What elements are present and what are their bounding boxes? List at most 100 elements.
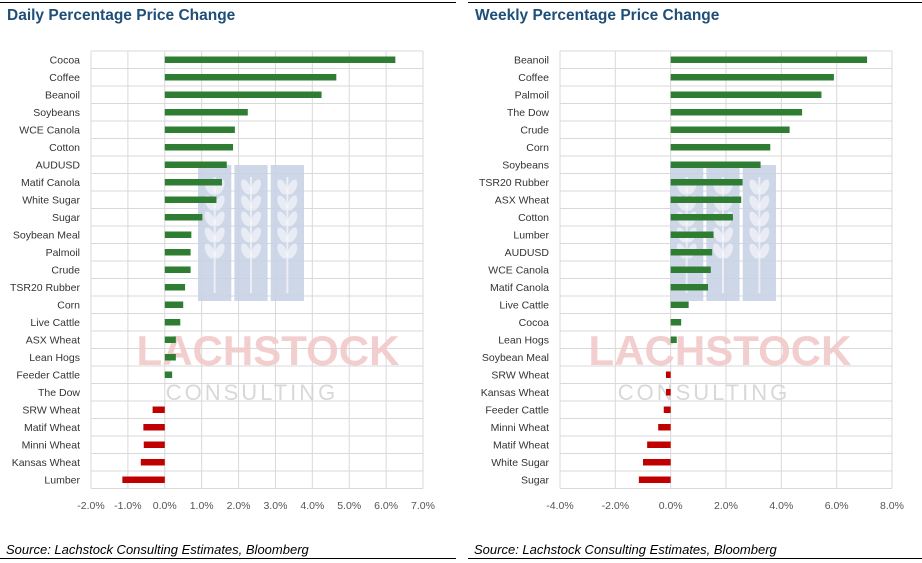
category-label: Feeder Cattle — [16, 370, 80, 382]
weekly-chart-panel: Weekly Percentage Price Change LACHSTOCK… — [468, 0, 922, 563]
bar-tsr20-rubber — [164, 284, 186, 291]
category-label: Sugar — [521, 475, 550, 487]
wheat-grain — [241, 227, 251, 243]
wheat-grain — [251, 227, 261, 243]
bar-lean-hogs — [164, 354, 176, 361]
category-label: Corn — [526, 142, 549, 154]
bar-feeder-cattle — [164, 371, 173, 378]
lachstock-watermark-logo: LACHSTOCK CONSULTING — [137, 165, 400, 405]
wheat-grain — [241, 211, 251, 227]
x-tick-label: 5.0% — [337, 500, 361, 512]
wheat-grain — [251, 211, 261, 227]
wheat-grain — [759, 227, 770, 243]
bar-matif-wheat — [143, 424, 165, 431]
bar-sugar — [638, 476, 671, 483]
wheat-grain — [251, 179, 261, 195]
category-label: TSR20 Rubber — [479, 177, 550, 189]
x-tick-label: 7.0% — [411, 500, 435, 512]
category-label: Lumber — [44, 475, 80, 487]
wheat-grain — [277, 243, 288, 259]
watermark-subtitle: CONSULTING — [618, 380, 791, 405]
wheat-grain — [214, 227, 225, 243]
bar-lean-hogs — [670, 336, 677, 343]
category-label: SRW Wheat — [491, 370, 549, 382]
x-tick-label: 6.0% — [374, 500, 398, 512]
bar-tsr20-rubber — [670, 179, 743, 186]
category-label: Lean Hogs — [498, 335, 549, 347]
x-tick-label: 2.0% — [714, 500, 738, 512]
source-note: Source: Lachstock Consulting Estimates, … — [474, 542, 777, 557]
weekly-bar-chart: LACHSTOCK CONSULTING Beanoil Coffee Palmoil T… — [479, 50, 904, 512]
category-label: Palmoil — [46, 247, 80, 259]
category-label: Minni Wheat — [22, 440, 80, 452]
wheat-grain — [241, 179, 251, 195]
x-tick-label: 6.0% — [825, 500, 849, 512]
bar-cocoa — [164, 56, 396, 63]
bar-wce-canola — [670, 266, 711, 273]
category-label: Live Cattle — [30, 317, 80, 329]
bottom-rule — [468, 558, 922, 559]
category-label: Matif Wheat — [24, 422, 80, 434]
x-tick-label: -2.0% — [602, 500, 629, 512]
category-label: Soybeans — [502, 160, 549, 172]
wheat-grain — [759, 179, 770, 195]
category-label: Soybean Meal — [482, 352, 549, 364]
wheat-grain — [723, 243, 733, 259]
wheat-grain — [287, 243, 298, 259]
category-label: Beanoil — [45, 90, 80, 102]
category-label: The Dow — [38, 387, 80, 399]
category-label: Cocoa — [519, 317, 550, 329]
wheat-grain — [204, 243, 215, 259]
x-tick-label: 8.0% — [880, 500, 904, 512]
watermark-wordmark: LACHSTOCK — [589, 327, 852, 374]
bar-live-cattle — [670, 301, 689, 308]
category-labels: Beanoil Coffee Palmoil The Dow Crude Corn Soyb… — [479, 55, 550, 487]
category-label: AUDUSD — [36, 160, 81, 172]
category-label: Palmoil — [515, 90, 549, 102]
category-label: Cotton — [49, 142, 80, 154]
source-note: Source: Lachstock Consulting Estimates, … — [6, 542, 309, 557]
bar-audusd — [164, 161, 227, 168]
bar-matif-canola — [164, 179, 222, 186]
bar-coffee — [164, 74, 337, 81]
category-label: Crude — [520, 125, 549, 137]
category-label: White Sugar — [491, 457, 549, 469]
category-label: Cotton — [518, 212, 549, 224]
bar-asx-wheat — [164, 336, 176, 343]
watermark-wordmark: LACHSTOCK — [137, 327, 400, 374]
bar-coffee — [670, 74, 834, 81]
category-label: SRW Wheat — [22, 405, 80, 417]
wheat-grain — [287, 179, 298, 195]
wheat-grain — [287, 195, 298, 211]
category-label: ASX Wheat — [26, 335, 80, 347]
wheat-grain — [713, 243, 723, 259]
wheat-grain — [749, 243, 760, 259]
bar-minni-wheat — [143, 441, 165, 448]
x-tick-label: -2.0% — [77, 500, 104, 512]
chart-title: Weekly Percentage Price Change — [475, 7, 720, 24]
wheat-grain — [277, 227, 288, 243]
category-label: WCE Canola — [488, 265, 549, 277]
chart-title: Daily Percentage Price Change — [7, 7, 236, 24]
category-label: Beanoil — [514, 55, 549, 67]
category-label: Coffee — [49, 72, 80, 84]
category-label: Minni Wheat — [491, 422, 549, 434]
wheat-grain — [277, 195, 288, 211]
wheat-grain — [214, 211, 225, 227]
bar-crude — [164, 266, 191, 273]
category-label: WCE Canola — [19, 125, 80, 137]
category-label: Lumber — [513, 230, 549, 242]
bar-beanoil — [164, 91, 322, 98]
bottom-rule — [0, 558, 456, 559]
wheat-grain — [749, 227, 760, 243]
category-label: Matif Canola — [21, 177, 80, 189]
bar-matif-wheat — [647, 441, 671, 448]
bar-lumber — [122, 476, 165, 483]
wheat-grain — [713, 227, 723, 243]
x-tick-label: -4.0% — [546, 500, 573, 512]
wheat-grain — [759, 243, 770, 259]
category-label: Matif Wheat — [493, 440, 549, 452]
wheat-grain — [749, 179, 760, 195]
wheat-grain — [251, 195, 261, 211]
category-label: Coffee — [518, 72, 549, 84]
